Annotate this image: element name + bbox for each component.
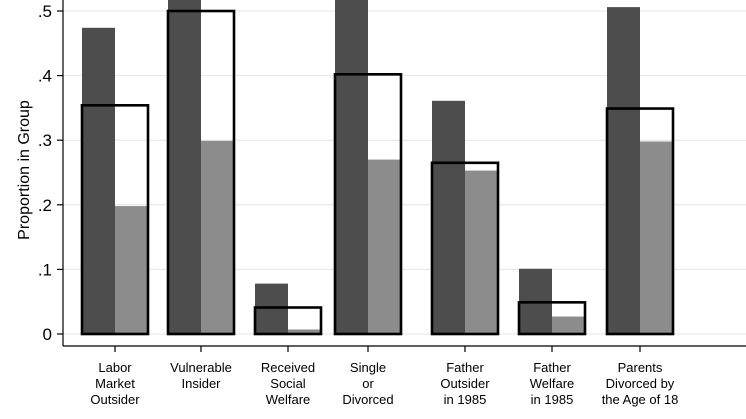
x-category-label: Social [270, 376, 306, 391]
x-category-label: Outsider [90, 392, 140, 407]
x-category-label: Welfare [530, 376, 575, 391]
bar-series-2 [201, 140, 234, 334]
bar-series-1 [335, 0, 368, 335]
y-tick-label: .3 [38, 131, 52, 150]
x-category-label: the Age of 18 [602, 392, 679, 407]
x-category-label: in 1985 [444, 392, 487, 407]
y-tick-label: .4 [38, 67, 52, 86]
x-category-label: Labor [98, 360, 132, 375]
x-axis-labels: LaborMarketOutsiderVulnerableInsiderRece… [90, 346, 678, 407]
bar-outline-series-3 [166, 9, 236, 336]
y-tick-label: 0 [43, 325, 52, 344]
x-category-label: Father [533, 360, 571, 375]
bar-outline-series-3 [605, 107, 675, 336]
x-category-label: Single [350, 360, 386, 375]
bar-series-2 [640, 141, 673, 334]
x-category-label: Parents [618, 360, 663, 375]
bar-series-1 [82, 27, 115, 335]
y-axis-label: Proportion in Group [16, 100, 33, 240]
x-category-label: Divorced [342, 392, 393, 407]
x-category-label: Welfare [266, 392, 311, 407]
y-tick-label: .2 [38, 196, 52, 215]
bar-series-2 [552, 316, 585, 334]
bar-series-1 [607, 7, 640, 335]
bar-outline-series-3 [253, 306, 323, 336]
bar-outline-series-3 [517, 301, 587, 336]
bar-outline-series-3 [333, 73, 403, 336]
x-category-label: Father [446, 360, 484, 375]
x-category-label: in 1985 [531, 392, 574, 407]
x-category-label: Market [95, 376, 135, 391]
bar-series-2 [368, 159, 401, 334]
x-category-label: Received [261, 360, 315, 375]
y-axis-ticks: 0 .1 .2 .3 .4 .5 [38, 2, 63, 344]
bar-series-2 [465, 170, 498, 334]
x-category-label: Insider [181, 376, 221, 391]
x-category-label: Divorced by [606, 376, 675, 391]
bar-series-2 [115, 206, 148, 334]
bar-series-1 [168, 0, 201, 335]
bar-outline-series-3 [80, 104, 150, 336]
x-category-label: Vulnerable [170, 360, 232, 375]
bars [82, 0, 673, 335]
x-category-label: Outsider [440, 376, 490, 391]
bar-outline-series-3 [430, 161, 500, 336]
y-tick-label: .5 [38, 2, 52, 21]
bar-series-1 [432, 100, 465, 334]
x-category-label: or [362, 376, 374, 391]
bar-outlines [80, 9, 675, 336]
y-tick-label: .1 [38, 260, 52, 279]
bar-series-2 [288, 329, 321, 334]
